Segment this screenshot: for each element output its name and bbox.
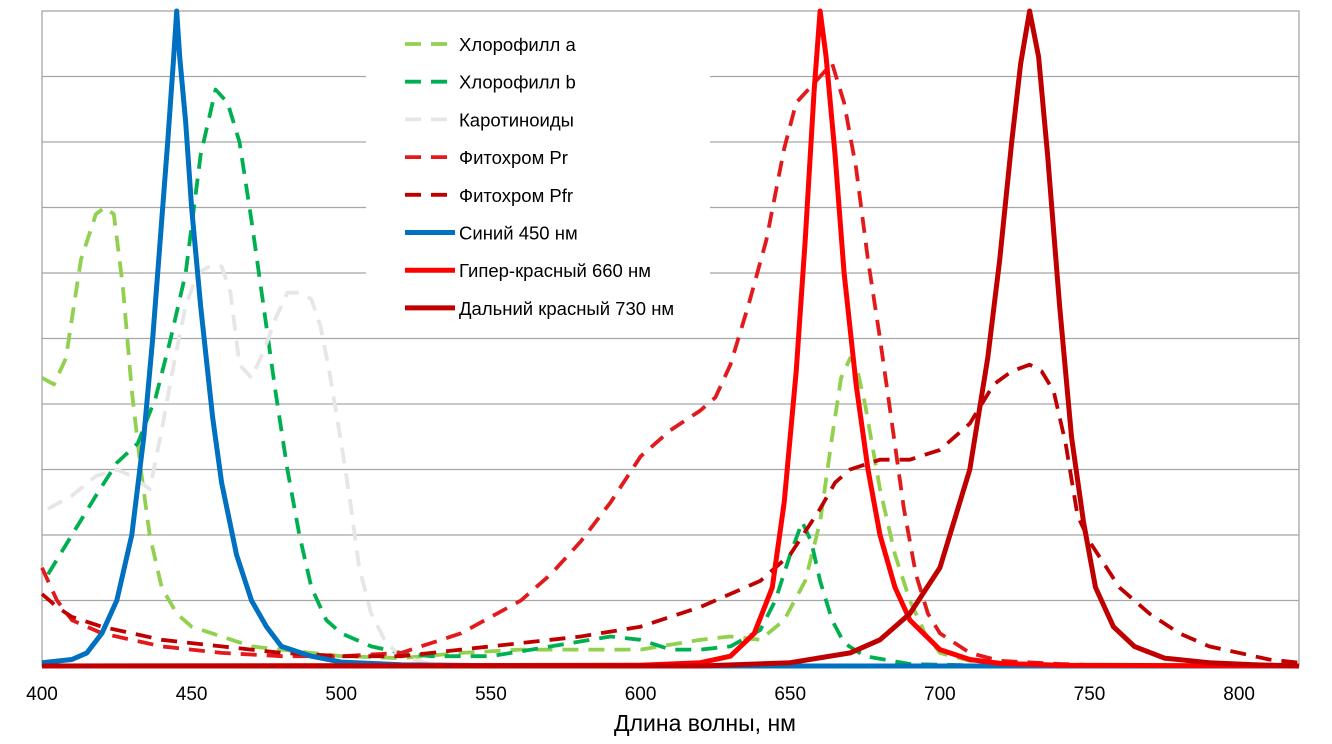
legend-label: Хлорофилл b — [459, 72, 576, 93]
x-tick-label: 700 — [924, 684, 956, 705]
legend-label: Каротиноиды — [459, 109, 574, 130]
x-axis: 400 450 500 550 600 650 700 750 800 — [26, 684, 1255, 705]
series-line — [40, 61, 1299, 668]
legend: Хлорофилл a Хлорофилл b Каротиноиды Фитохро… — [405, 34, 674, 319]
series-line — [47, 264, 1299, 668]
legend-background — [366, 24, 710, 334]
series-line — [41, 205, 1299, 668]
x-tick-label: 550 — [475, 684, 507, 705]
series-line — [42, 8, 1300, 669]
legend-label: Хлорофилл a — [459, 34, 576, 55]
series-line — [46, 87, 1299, 668]
series-line — [41, 8, 1300, 669]
series-lines — [40, 8, 1300, 669]
series-line — [40, 362, 1300, 665]
x-tick-label: 450 — [176, 684, 208, 705]
x-tick-label: 600 — [625, 684, 657, 705]
x-tick-label: 800 — [1223, 684, 1255, 705]
legend-label: Дальний красный 730 нм — [459, 298, 674, 319]
x-tick-label: 650 — [774, 684, 806, 705]
legend-label: Фитохром Pfr — [459, 185, 573, 206]
x-tick-label: 500 — [325, 684, 357, 705]
legend-label: Гипер-красный 660 нм — [459, 260, 651, 281]
x-tick-label: 400 — [26, 684, 58, 705]
x-tick-label: 750 — [1074, 684, 1106, 705]
legend-label: Фитохром Pr — [459, 147, 568, 168]
series-line — [41, 8, 1299, 669]
x-axis-label: Длина волны, нм — [614, 710, 796, 736]
legend-label: Синий 450 нм — [459, 223, 578, 244]
